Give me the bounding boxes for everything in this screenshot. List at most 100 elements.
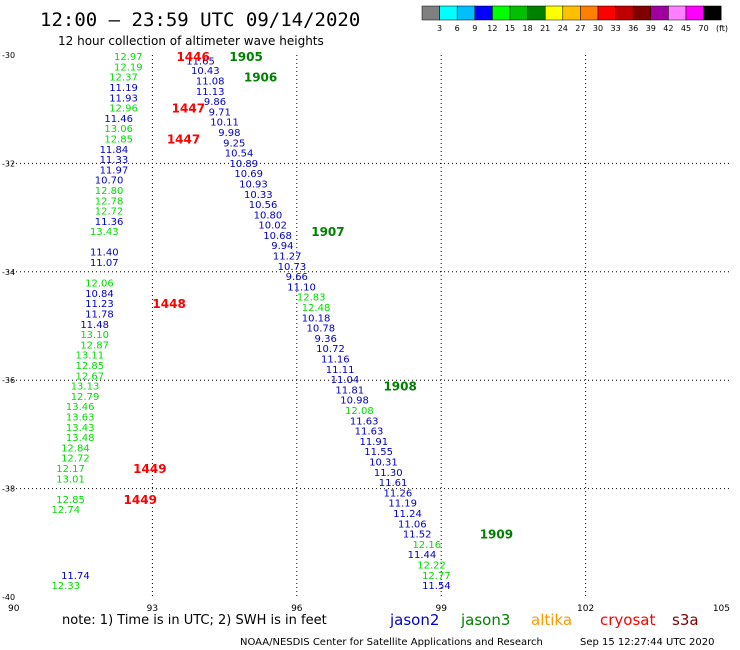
footer-timestamp: Sep 15 12:27:44 UTC 2020	[580, 637, 714, 648]
data-point-jason3: 12.33	[51, 581, 80, 592]
legend-jason3: jason3	[460, 611, 510, 629]
data-point-jason2: 11.19	[109, 83, 138, 94]
data-point-jason2: 11.06	[398, 519, 427, 530]
data-point-jason2: 11.78	[85, 310, 114, 321]
color-scale-label: 33	[611, 24, 621, 33]
data-point-jason2: 11.33	[100, 155, 129, 166]
data-point-jason2: 11.93	[109, 93, 138, 104]
chart-subtitle: 12 hour collection of altimeter wave hei…	[58, 34, 324, 48]
data-point-jason2: 10.98	[340, 396, 369, 407]
data-point-jason2: 11.61	[379, 478, 408, 489]
legend-s3a: s3a	[672, 611, 699, 629]
data-point-jason3: 13.06	[104, 124, 133, 135]
data-point-jason3: 13.43	[66, 423, 95, 434]
data-point-jason2: 11.63	[350, 416, 379, 427]
color-swatch	[668, 5, 687, 21]
x-tick-label: 96	[291, 604, 303, 614]
color-scale-label: 6	[455, 24, 460, 33]
color-scale-label: 9	[472, 24, 477, 33]
data-point-jason2: 11.23	[85, 299, 114, 310]
data-point-jason2: 11.10	[287, 282, 316, 293]
data-point-jason2: 11.24	[393, 509, 422, 520]
data-point-jason3: 12.96	[109, 104, 138, 115]
color-scale-legend: 3 6 9 12 15 18 21 24 27 30 33 36 39 42 45 70	[421, 5, 722, 33]
color-swatch	[544, 5, 564, 21]
color-swatch	[527, 5, 546, 21]
color-swatch	[421, 5, 440, 21]
data-point-jason2: 11.36	[95, 217, 124, 228]
legend-altika: altika	[531, 611, 572, 629]
color-scale-label: 70	[699, 24, 709, 33]
color-swatch	[439, 5, 458, 21]
data-point-jason2: 9.36	[315, 334, 337, 345]
data-point-jason2: 9.66	[286, 272, 308, 283]
pass-label: 1446	[176, 50, 209, 64]
x-tick-label: 99	[435, 604, 447, 614]
color-swatch	[562, 5, 581, 21]
color-scale-label: 30	[593, 24, 603, 33]
y-tick-label: -40	[2, 593, 15, 602]
color-swatch	[615, 5, 634, 21]
data-point-jason2: 10.43	[191, 66, 220, 77]
data-point-jason3: 13.11	[76, 351, 105, 362]
pass-label: 1908	[383, 380, 416, 394]
data-point-jason3: 12.17	[56, 464, 85, 475]
data-point-jason2: 10.02	[258, 221, 287, 232]
data-point-jason3: 12.16	[412, 540, 441, 551]
color-swatch	[580, 5, 599, 21]
data-point-jason2: 9.25	[223, 138, 245, 149]
pass-label: 1448	[152, 297, 185, 311]
data-point-jason3: 12.85	[104, 134, 133, 145]
legend-cryosat: cryosat	[600, 611, 655, 629]
color-swatch	[632, 5, 652, 21]
data-point-jason3: 12.79	[71, 392, 100, 403]
data-point-jason2: 10.89	[230, 159, 259, 170]
data-point-jason2: 10.33	[244, 190, 273, 201]
data-point-jason3: 13.10	[80, 330, 109, 341]
data-point-jason3: 12.72	[95, 207, 124, 218]
color-scale-label: 39	[646, 24, 656, 33]
data-point-jason3: 12.84	[61, 443, 90, 454]
color-scale-label: 12	[487, 24, 497, 33]
data-point-jason3: 12.85	[76, 361, 105, 372]
color-swatch	[685, 5, 704, 21]
x-tick-label: 105	[713, 604, 730, 614]
data-point-jason3: 12.77	[422, 571, 451, 582]
color-scale-label: 24	[558, 24, 568, 33]
data-point-jason3: 12.87	[80, 340, 109, 351]
data-point-jason2: 10.70	[95, 176, 124, 187]
pass-label: 1447	[172, 102, 205, 116]
data-point-jason2: 10.31	[369, 458, 398, 469]
axis-ticks: 90 93 96 99 102 105 -30 -32 -34 -36 -38 -40	[2, 51, 730, 614]
data-point-jason2: 9.86	[204, 97, 226, 108]
color-scale-label: 3	[437, 24, 442, 33]
pass-label: 1906	[244, 71, 277, 85]
data-point-jason3: 12.37	[109, 73, 138, 84]
data-point-jason2: 11.08	[196, 76, 225, 87]
color-scale-label: 21	[540, 24, 550, 33]
data-point-jason2: 10.73	[278, 262, 307, 273]
data-point-jason2: 10.68	[263, 231, 292, 242]
pass-label: 1907	[311, 225, 344, 239]
data-point-jason3: 12.08	[345, 406, 374, 417]
color-swatch	[474, 5, 493, 21]
data-point-jason3: 13.01	[56, 474, 85, 485]
data-point-jason2: 10.69	[234, 169, 263, 180]
data-point-jason3: 12.06	[85, 279, 114, 290]
color-scale-label: 27	[575, 24, 585, 33]
data-point-jason2: 10.54	[225, 149, 254, 160]
data-point-jason2: 11.74	[61, 571, 90, 582]
y-tick-label: -34	[2, 268, 15, 277]
data-point-jason2: 11.65	[186, 56, 215, 67]
plot-grid	[8, 55, 730, 597]
color-scale-label: 36	[628, 24, 638, 33]
data-point-jason2: 11.81	[335, 385, 364, 396]
color-swatch	[456, 5, 476, 21]
data-point-jason2: 9.71	[209, 107, 231, 118]
x-tick-label: 102	[577, 604, 594, 614]
pass-label: 1447	[167, 132, 200, 146]
pass-label: 1905	[229, 50, 262, 64]
chart-title: 12:00 – 23:59 UTC 09/14/2020	[40, 9, 360, 31]
data-point-jason2: 11.27	[273, 252, 302, 263]
pass-label: 1449	[133, 462, 166, 476]
